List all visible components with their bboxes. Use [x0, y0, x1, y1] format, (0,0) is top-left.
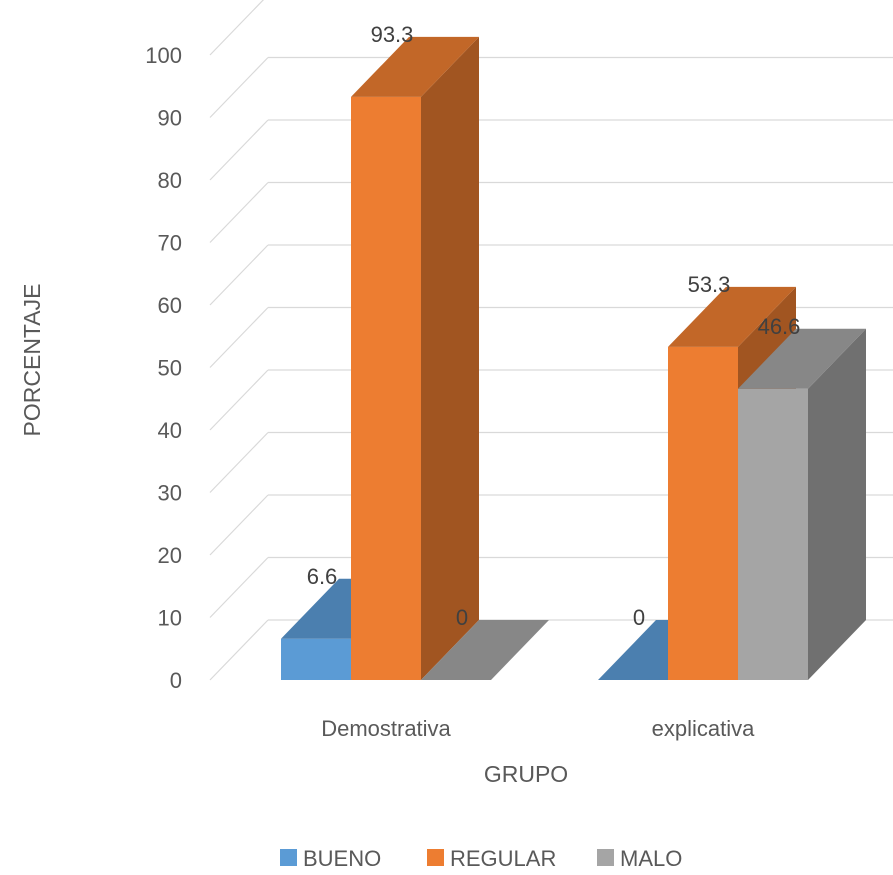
- y-axis-ticks: 0 10 20 30 40 50 60 70 80 90 100: [145, 43, 182, 693]
- y-tick-label: 40: [158, 418, 182, 443]
- bar-top: [421, 620, 549, 680]
- legend-swatch: [280, 849, 297, 866]
- data-label: 93.3: [371, 22, 414, 47]
- gridline-diagonal: [209, 307, 269, 368]
- y-tick-label: 0: [170, 668, 182, 693]
- gridline-diagonal: [209, 182, 269, 243]
- bar-side: [808, 328, 866, 680]
- y-tick-label: 80: [158, 168, 182, 193]
- data-label: 0: [456, 605, 468, 630]
- gridline-diagonal: [209, 0, 265, 56]
- bar-malo-explicativa: [738, 388, 808, 680]
- data-label: 46.6: [758, 314, 801, 339]
- gridline-diagonal: [209, 619, 269, 681]
- gridline-diagonal: [209, 57, 269, 118]
- bars: [281, 36, 866, 680]
- gridline-diagonal: [209, 494, 269, 556]
- y-tick-label: 100: [145, 43, 182, 68]
- legend-label: REGULAR: [450, 846, 556, 871]
- y-tick-label: 90: [158, 106, 182, 131]
- y-tick-label: 60: [158, 293, 182, 318]
- y-tick-label: 20: [158, 543, 182, 568]
- bar-side: [421, 36, 479, 680]
- x-axis-title: GRUPO: [484, 761, 568, 787]
- legend-item-malo: MALO: [597, 846, 682, 871]
- bar-bueno-demostrativa: [281, 638, 351, 680]
- bar-top: [668, 286, 796, 347]
- x-category-label: explicativa: [652, 716, 755, 741]
- x-category-label: Demostrativa: [321, 716, 451, 741]
- bar-top: [738, 328, 866, 389]
- legend: BUENO REGULAR MALO: [280, 846, 682, 871]
- y-tick-label: 50: [158, 356, 182, 381]
- data-label: 0: [633, 605, 645, 630]
- legend-item-bueno: BUENO: [280, 846, 381, 871]
- y-tick-label: 10: [158, 606, 182, 631]
- gridline-diagonal: [209, 369, 269, 431]
- data-label: 53.3: [688, 272, 731, 297]
- y-axis-title: PORCENTAJE: [19, 284, 45, 437]
- x-axis-categories: Demostrativa explicativa: [321, 716, 755, 741]
- gridline-diagonal: [209, 119, 269, 181]
- legend-item-regular: REGULAR: [427, 846, 556, 871]
- gridline-diagonal: [209, 432, 269, 493]
- legend-swatch: [597, 849, 614, 866]
- data-labels: 6.6 93.3 0 0 53.3 46.6: [307, 22, 801, 630]
- legend-label: MALO: [620, 846, 682, 871]
- gridline-diagonal: [209, 244, 269, 306]
- y-tick-label: 70: [158, 231, 182, 256]
- data-label: 6.6: [307, 564, 338, 589]
- y-tick-label: 30: [158, 481, 182, 506]
- bar-regular-demostrativa: [351, 96, 421, 680]
- bar-regular-explicativa: [668, 346, 738, 680]
- legend-swatch: [427, 849, 444, 866]
- gridline-diagonal: [209, 557, 269, 618]
- legend-label: BUENO: [303, 846, 381, 871]
- bar-top: [351, 36, 479, 97]
